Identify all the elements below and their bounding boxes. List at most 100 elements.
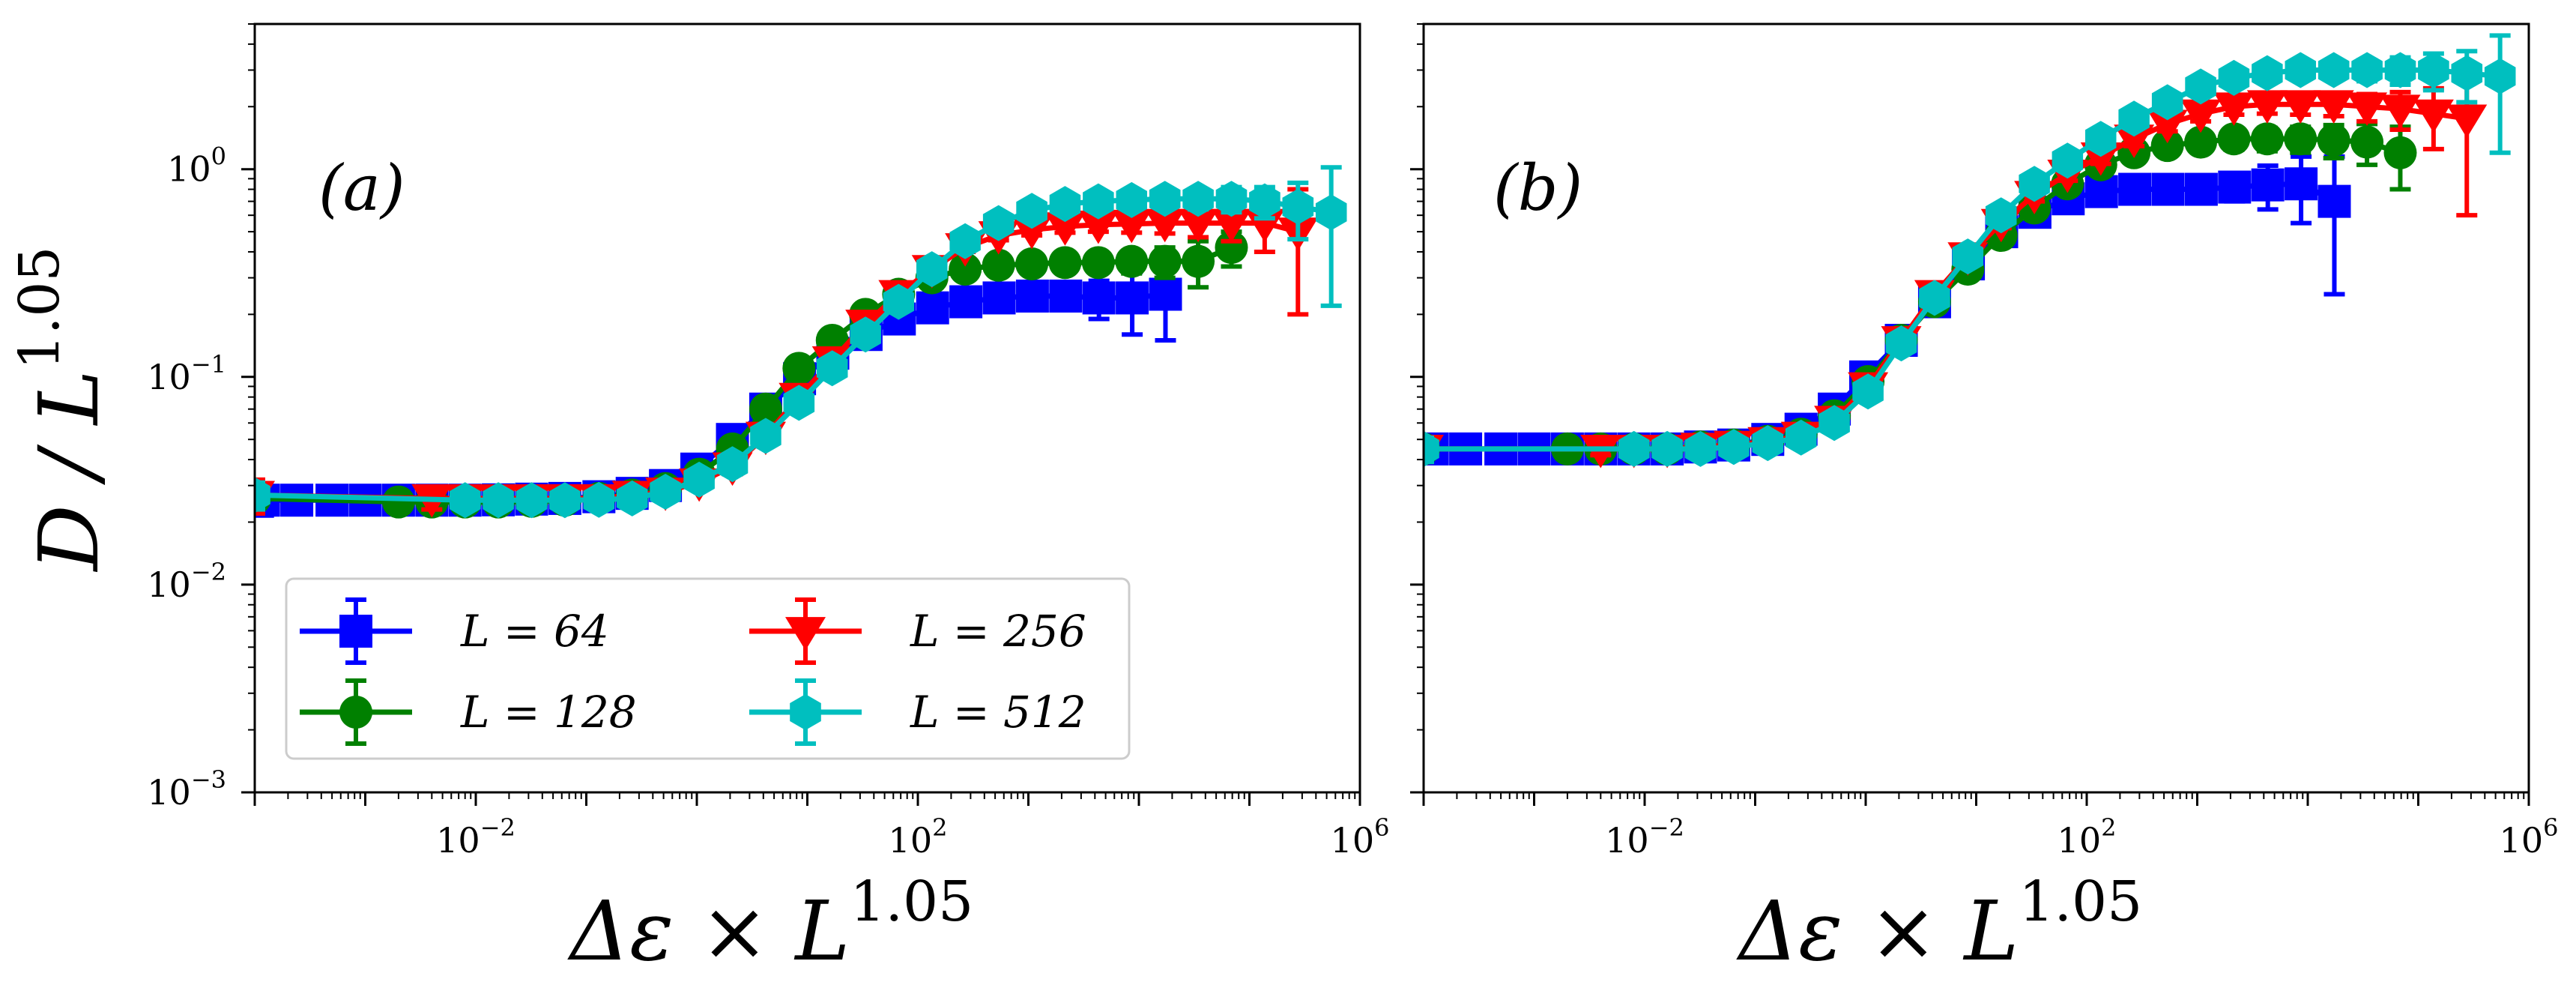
x-tick-label: 102 (889, 813, 948, 861)
x-tick-label-exponent: −2 (1649, 813, 1684, 842)
legend-entry: L = 64 (300, 597, 609, 665)
y-tick-label: 100 (167, 142, 226, 190)
data-point (1919, 280, 1950, 316)
data-point (2351, 52, 2383, 88)
data-point (1012, 215, 1053, 250)
x-tick-label-base: 10 (1331, 820, 1375, 861)
data-point (916, 291, 949, 325)
data-point (2118, 100, 2150, 137)
panel-b: 10−2 102 106 (b) Δε × L1.05 (1410, 22, 2559, 979)
x-tick-label: 102 (2058, 813, 2117, 861)
x-tick-label-exponent: 2 (2101, 813, 2116, 842)
data-point (1718, 429, 1750, 466)
legend-label: L = 64 (460, 606, 609, 657)
data-point (782, 352, 816, 385)
data-point (982, 248, 1015, 282)
data-point (1016, 193, 1047, 229)
data-point (2280, 90, 2321, 124)
data-point (483, 482, 514, 519)
data-point (2384, 52, 2416, 88)
x-tick-label-base: 10 (436, 820, 480, 861)
data-point (749, 392, 782, 426)
data-point (1215, 181, 1248, 217)
data-point (2019, 166, 2050, 202)
y-tick-label-exponent: −1 (191, 350, 226, 379)
data-point (1049, 279, 1083, 313)
x-tick-label: 106 (2500, 813, 2559, 861)
data-point (750, 418, 781, 454)
data-point (2250, 122, 2284, 156)
data-point (1952, 238, 1984, 275)
data-point (949, 253, 982, 286)
panel-b-label: (b) (1493, 151, 1582, 225)
data-point (1315, 194, 1347, 231)
data-point (716, 446, 749, 483)
panel-b-x-axis-label-base: Δε × L (1736, 883, 2019, 979)
data-point (916, 251, 948, 288)
data-point (583, 481, 615, 518)
data-point (2218, 59, 2250, 96)
data-point (2484, 58, 2516, 94)
data-point (1116, 281, 1149, 315)
series-L512 (1424, 33, 2516, 467)
error-bar (255, 477, 265, 516)
y-tick-label-base: 10 (147, 772, 191, 813)
data-point (2180, 99, 2222, 133)
data-point (515, 482, 548, 519)
y-tick-label: 10−3 (147, 765, 226, 813)
x-tick-label-base: 10 (2058, 820, 2102, 861)
data-point (816, 350, 848, 387)
data-point (1149, 181, 1181, 217)
data-point (2318, 184, 2351, 218)
data-point (1818, 405, 1850, 442)
data-point (2085, 121, 2117, 157)
data-point (2151, 172, 2185, 206)
data-point (2451, 55, 2483, 91)
data-point (2380, 94, 2421, 128)
data-point (1148, 244, 1182, 278)
x-tick-label: 106 (1331, 813, 1390, 861)
data-point (2218, 170, 2252, 204)
x-tick-label-exponent: 6 (1374, 813, 1389, 842)
data-point (2118, 172, 2152, 206)
x-tick-label-exponent: −2 (480, 813, 515, 842)
legend-label: L = 128 (460, 687, 637, 738)
series-L512 (255, 165, 1347, 519)
legend-marker (785, 617, 826, 651)
data-point (1082, 281, 1116, 315)
x-tick-label-base: 10 (1605, 820, 1649, 861)
panel-b-y-axis (1410, 23, 1424, 794)
y-tick-label: 10−2 (147, 558, 226, 605)
data-point (1249, 183, 1281, 220)
data-point (2252, 55, 2283, 91)
data-point (2151, 84, 2183, 121)
data-point (949, 223, 981, 259)
legend-label: L = 512 (910, 687, 1086, 738)
data-point (1081, 246, 1115, 280)
panel-b-x-axis-label: Δε × L1.05 (1736, 870, 2142, 979)
data-point (2317, 123, 2350, 157)
data-point (1115, 244, 1149, 278)
data-point (2285, 167, 2318, 201)
data-point (850, 316, 881, 353)
x-tick-label-exponent: 6 (2543, 813, 2558, 842)
data-point (381, 485, 415, 519)
x-tick-label: 10−2 (436, 813, 515, 861)
panel-b-series-layer (1424, 33, 2516, 469)
panel-a-x-axis: 10−2 102 106 (253, 792, 1390, 861)
panel-a-label: (a) (318, 151, 405, 225)
legend-entry: L = 128 (300, 678, 637, 746)
panel-a-x-axis-label-base: Δε × L (567, 883, 850, 979)
y-tick-label-exponent: −2 (191, 558, 226, 586)
y-tick-label-base: 10 (147, 357, 191, 397)
data-point (549, 482, 581, 519)
data-point (2446, 104, 2488, 138)
data-point (1049, 186, 1081, 223)
data-point (255, 477, 270, 513)
data-point (1077, 210, 1119, 244)
y-axis-label-base: D / L (21, 370, 117, 572)
data-point (1048, 246, 1082, 280)
legend-entry: L = 256 (749, 597, 1086, 665)
data-point (1985, 197, 2017, 234)
